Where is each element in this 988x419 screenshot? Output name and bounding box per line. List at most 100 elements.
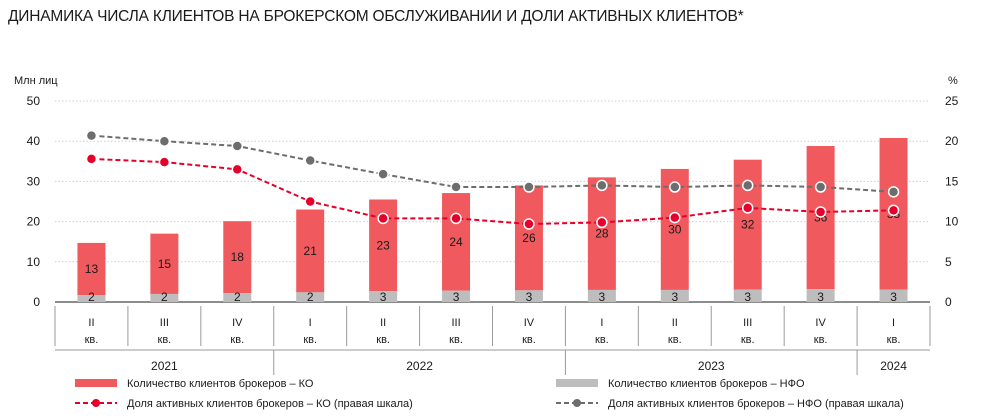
chart-title: ДИНАМИКА ЧИСЛА КЛИЕНТОВ НА БРОКЕРСКОМ ОБ… — [8, 8, 744, 25]
quarter-label: I — [600, 317, 603, 329]
bar-ko — [442, 193, 471, 291]
bar-ko-label: 23 — [376, 238, 390, 252]
bar-nfo-label: 3 — [817, 290, 824, 304]
quarter-label: III — [451, 317, 460, 329]
ko-share-point — [669, 211, 681, 224]
bar-nfo — [879, 289, 908, 302]
nfo-share-point — [85, 129, 98, 142]
bar-nfo-label: 3 — [453, 290, 460, 304]
left-tick-label: 50 — [27, 94, 41, 108]
ko-share-point — [158, 156, 171, 168]
year-label: 2024 — [880, 359, 907, 373]
bar-nfo — [369, 291, 398, 302]
bar-nfo-label: 3 — [744, 290, 751, 304]
bar-ko-label: 24 — [449, 235, 463, 249]
bar-nfo — [150, 293, 179, 302]
bar-nfo — [514, 290, 543, 302]
quarter-suffix: кв. — [595, 334, 609, 346]
nfo-share-point — [887, 186, 900, 198]
quarter-suffix: кв. — [158, 334, 172, 346]
left-axis-ticks: 0 10 20 30 40 50 — [27, 94, 41, 309]
bar-ko-label: 15 — [158, 257, 172, 271]
nfo-share-point — [377, 168, 389, 180]
lines — [85, 129, 900, 230]
bar-nfo — [223, 293, 252, 302]
nfo-share-point — [669, 181, 681, 193]
bar-nfo-label: 2 — [161, 290, 168, 304]
year-label: 2021 — [151, 359, 178, 373]
bar-ko-label: 32 — [741, 218, 755, 232]
bar-nfo — [77, 295, 106, 302]
ko-share-point — [450, 212, 462, 225]
ko-share-line — [91, 157, 894, 226]
right-tick-label: 0 — [945, 295, 952, 309]
bar-ko-label: 18 — [231, 250, 245, 264]
right-tick-label: 20 — [945, 134, 959, 148]
quarter-suffix: кв. — [303, 334, 317, 346]
ko-share-point — [377, 212, 389, 225]
bar-ko-label: 30 — [668, 222, 682, 236]
bar-nfo — [660, 289, 689, 302]
right-axis-unit: % — [948, 75, 958, 87]
quarter-suffix: кв. — [741, 334, 755, 346]
bar-ko — [296, 209, 325, 293]
right-tick-label: 10 — [945, 215, 959, 229]
quarter-label: I — [892, 317, 895, 329]
quarter-label: IV — [232, 317, 243, 329]
bar-ko-label: 21 — [304, 244, 318, 258]
quarter-label: IV — [815, 317, 826, 329]
nfo-share-point — [158, 135, 171, 147]
left-tick-label: 20 — [27, 215, 41, 229]
bar-ko-label: 13 — [85, 262, 99, 276]
bar-nfo — [806, 289, 835, 302]
ko-share-point — [814, 206, 827, 218]
bar-nfo-label: 2 — [234, 290, 241, 304]
legend-swatch — [75, 379, 117, 387]
year-label: 2023 — [698, 359, 725, 373]
bar-nfo-label: 2 — [307, 290, 314, 304]
nfo-share-point — [304, 154, 316, 167]
ko-share-point — [523, 218, 535, 230]
quarter-suffix: кв. — [85, 334, 99, 346]
quarter-suffix: кв. — [376, 334, 390, 346]
quarter-label: III — [160, 317, 169, 329]
bar-ko-label: 28 — [595, 227, 609, 241]
quarter-suffix: кв. — [449, 334, 463, 346]
bar-ko-label: 26 — [522, 231, 536, 245]
legend-label: Количество клиентов брокеров – НФО — [608, 378, 805, 390]
bar-nfo — [587, 289, 616, 302]
bar-ko — [587, 177, 616, 290]
nfo-share-line — [91, 134, 894, 193]
nfo-share-point — [523, 181, 535, 193]
right-axis-ticks: 0 5 10 15 20 25 — [945, 94, 959, 309]
nfo-share-point — [450, 181, 462, 193]
quarter-suffix: кв. — [522, 334, 536, 346]
ko-share-point — [741, 202, 754, 214]
bar-nfo — [733, 289, 762, 302]
quarter-label: II — [380, 317, 386, 329]
nfo-share-point — [596, 179, 608, 192]
quarter-label: I — [309, 317, 312, 329]
quarter-label: II — [88, 317, 94, 329]
right-tick-label: 15 — [945, 174, 959, 188]
left-tick-label: 30 — [27, 174, 41, 188]
legend-label: Доля активных клиентов брокеров – НФО (п… — [608, 398, 904, 410]
quarter-label: II — [672, 317, 678, 329]
bar-nfo-label: 3 — [526, 290, 533, 304]
ko-share-point — [304, 195, 316, 208]
nfo-share-point — [741, 179, 754, 192]
bar-nfo-label: 3 — [599, 290, 606, 304]
bar-nfo — [296, 292, 325, 302]
right-tick-label: 25 — [945, 94, 959, 108]
legend-label: Количество клиентов брокеров – КО — [127, 378, 314, 390]
quarter-label: III — [743, 317, 752, 329]
bar-nfo-label: 3 — [380, 290, 387, 304]
quarter-suffix: кв. — [230, 334, 244, 346]
nfo-share-point — [814, 181, 827, 193]
bar-nfo-label: 2 — [88, 290, 95, 304]
left-tick-label: 10 — [27, 255, 41, 269]
legend-swatch-point — [573, 399, 581, 407]
ko-share-point — [596, 216, 608, 229]
bars: 132152182212233243263283303323363383 — [77, 137, 908, 304]
